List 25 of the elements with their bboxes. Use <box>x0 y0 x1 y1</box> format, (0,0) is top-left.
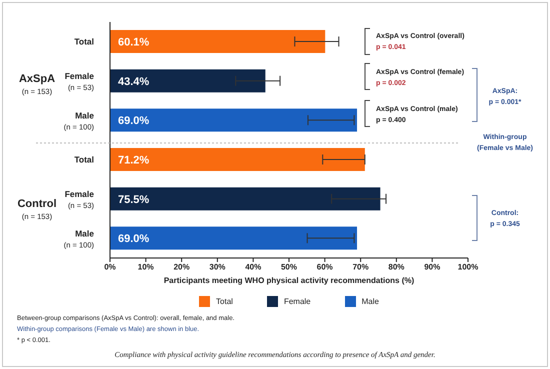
x-tick-label: 0% <box>104 262 116 272</box>
data-label: 60.1% <box>118 36 150 48</box>
x-tick-label: 50% <box>280 262 298 272</box>
x-tick-label: 30% <box>209 262 226 272</box>
data-label: 71.2% <box>118 154 150 166</box>
x-tick-label: 20% <box>174 262 190 272</box>
text: Control <box>17 198 57 210</box>
x-tick-label: 100% <box>458 262 478 272</box>
text: AxSpA <box>18 73 56 85</box>
x-axis-title: Participants meeting WHO physical activity recommendations (%) <box>162 276 416 285</box>
data-label: 75.5% <box>118 194 150 206</box>
legend-label: Male <box>362 297 379 306</box>
data-label: 69.0% <box>118 233 150 246</box>
x-tick-label: 40% <box>245 262 262 272</box>
x-tick-label: 10% <box>138 262 154 272</box>
x-tick-label: 80% <box>388 262 404 272</box>
x-tick-label: 70% <box>352 262 369 272</box>
legend-label: Female <box>284 297 311 306</box>
data-label: 69.0% <box>118 115 150 128</box>
data-label: 43.4% <box>118 76 150 88</box>
y-tick-label: Total <box>74 36 94 47</box>
legend-label: Total <box>216 297 233 306</box>
x-tick-label: 60% <box>316 262 333 272</box>
y-tick-label: Total <box>74 154 94 165</box>
x-tick-label: 90% <box>424 262 440 272</box>
